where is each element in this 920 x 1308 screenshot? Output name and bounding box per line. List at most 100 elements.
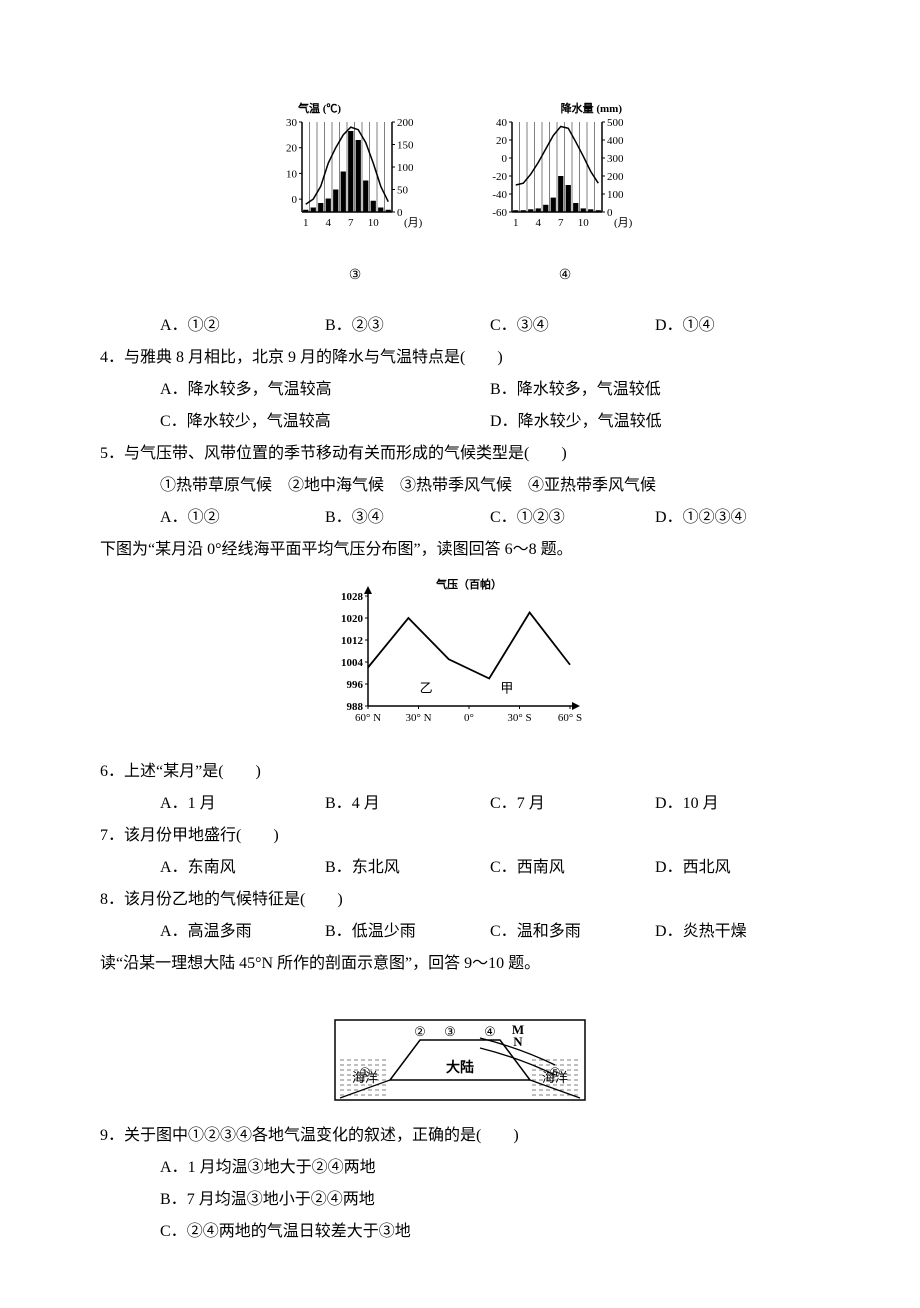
svg-text:N: N — [513, 1034, 523, 1049]
svg-text:海洋: 海洋 — [542, 1070, 568, 1085]
q6-text: 6．上述“某月”是( ) — [100, 756, 820, 788]
svg-text:1028: 1028 — [341, 591, 364, 603]
svg-text:996: 996 — [347, 679, 364, 691]
pre-q-options: A．①② B．②③ C．③④ D．①④ — [100, 310, 820, 342]
q4-text: 4．与雅典 8 月相比，北京 9 月的降水与气温特点是( ) — [100, 342, 820, 374]
svg-text:1: 1 — [303, 217, 309, 229]
svg-text:20: 20 — [286, 143, 298, 155]
svg-text:4: 4 — [326, 217, 332, 229]
svg-text:④: ④ — [484, 1024, 496, 1039]
q7-options: A．东南风 B．东北风 C．西南风 D．西北风 — [100, 852, 820, 884]
q6-A: A．1 月 — [160, 788, 325, 820]
svg-text:0: 0 — [502, 153, 508, 165]
q4-B: B．降水较多，气温较低 — [490, 374, 820, 406]
chart-3: 气温 (℃)010203005010015020014710(月) ③ — [270, 100, 440, 290]
q7-A: A．东南风 — [160, 852, 325, 884]
svg-text:(月): (月) — [404, 217, 423, 229]
q8-options: A．高温多雨 B．低温少雨 C．温和多雨 D．炎热干燥 — [100, 916, 820, 948]
q6-B: B．4 月 — [325, 788, 490, 820]
q7-C: C．西南风 — [490, 852, 655, 884]
svg-text:-20: -20 — [492, 171, 507, 183]
svg-text:乙: 乙 — [420, 680, 433, 695]
svg-text:1: 1 — [513, 217, 519, 229]
svg-text:-40: -40 — [492, 189, 507, 201]
q9-A: A．1 月均温③地大于②④两地 — [100, 1152, 820, 1184]
svg-text:海洋: 海洋 — [352, 1070, 378, 1085]
svg-text:降水量 (mm): 降水量 (mm) — [561, 101, 623, 115]
section-diagram-wrap: MN①②③④⑤海洋海洋大陆 — [100, 990, 820, 1110]
svg-text:0: 0 — [607, 207, 613, 219]
svg-text:10: 10 — [286, 168, 298, 180]
section-intro-2: 读“沿某一理想大陆 45°N 所作的剖面示意图”，回答 9～10 题。 — [100, 948, 820, 980]
opt-A: A．①② — [160, 310, 325, 342]
svg-text:500: 500 — [607, 117, 624, 129]
svg-text:10: 10 — [578, 217, 590, 229]
svg-text:400: 400 — [607, 135, 624, 147]
q7-B: B．东北风 — [325, 852, 490, 884]
svg-text:(月): (月) — [614, 217, 633, 229]
q4-C: C．降水较少，气温较高 — [160, 406, 490, 438]
svg-text:气温 (℃): 气温 (℃) — [297, 101, 341, 115]
svg-text:7: 7 — [558, 217, 564, 229]
q8-B: B．低温少雨 — [325, 916, 490, 948]
svg-text:200: 200 — [607, 171, 624, 183]
svg-text:200: 200 — [397, 117, 414, 129]
svg-text:大陆: 大陆 — [446, 1059, 474, 1076]
svg-text:0: 0 — [292, 194, 298, 206]
svg-text:40: 40 — [496, 117, 508, 129]
exam-page: 气温 (℃)010203005010015020014710(月) ③ 降水量 … — [0, 0, 920, 1308]
svg-text:60° S: 60° S — [558, 712, 582, 724]
svg-text:50: 50 — [397, 185, 409, 197]
q5-C: C．①②③ — [490, 502, 655, 534]
q5-B: B．③④ — [325, 502, 490, 534]
section-diagram-svg: MN①②③④⑤海洋海洋大陆 — [320, 990, 600, 1110]
svg-text:-60: -60 — [492, 207, 507, 219]
q6-C: C．7 月 — [490, 788, 655, 820]
svg-text:300: 300 — [607, 153, 624, 165]
svg-text:30: 30 — [286, 117, 298, 129]
svg-text:③: ③ — [444, 1024, 456, 1039]
svg-text:10: 10 — [368, 217, 380, 229]
q5-D: D．①②③④ — [655, 502, 820, 534]
q8-A: A．高温多雨 — [160, 916, 325, 948]
pressure-intro: 下图为“某月沿 0°经线海平面平均气压分布图”，读图回答 6～8 题。 — [100, 534, 820, 566]
svg-text:0: 0 — [397, 207, 403, 219]
chart-3-svg: 气温 (℃)010203005010015020014710(月) — [270, 100, 440, 260]
svg-text:1020: 1020 — [341, 613, 364, 625]
svg-text:30° N: 30° N — [405, 712, 431, 724]
svg-text:100: 100 — [607, 189, 624, 201]
q6-D: D．10 月 — [655, 788, 820, 820]
q8-text: 8．该月份乙地的气候特征是( ) — [100, 884, 820, 916]
chart-4-svg: 降水量 (mm)-60-40-2002040010020030040050014… — [480, 100, 650, 260]
q5-A: A．①② — [160, 502, 325, 534]
svg-text:7: 7 — [348, 217, 354, 229]
opt-C: C．③④ — [490, 310, 655, 342]
svg-text:30° S: 30° S — [507, 712, 531, 724]
q9-text: 9．关于图中①②③④各地气温变化的叙述，正确的是( ) — [100, 1120, 820, 1152]
svg-text:0°: 0° — [464, 712, 474, 724]
q9-C: C．②④两地的气温日较差大于③地 — [100, 1216, 820, 1248]
q8-D: D．炎热干燥 — [655, 916, 820, 948]
svg-text:60° N: 60° N — [355, 712, 381, 724]
svg-text:甲: 甲 — [500, 680, 513, 695]
chart-4-label: ④ — [559, 262, 572, 290]
q5-text: 5．与气压带、风带位置的季节移动有关而形成的气候类型是( ) — [100, 438, 820, 470]
q6-options: A．1 月 B．4 月 C．7 月 D．10 月 — [100, 788, 820, 820]
q4-D: D．降水较少，气温较低 — [490, 406, 820, 438]
q8-C: C．温和多雨 — [490, 916, 655, 948]
chart-3-label: ③ — [349, 262, 362, 290]
q5-options: A．①② B．③④ C．①②③ D．①②③④ — [100, 502, 820, 534]
svg-text:1012: 1012 — [341, 635, 364, 647]
q5-sub: ①热带草原气候 ②地中海气候 ③热带季风气候 ④亚热带季风气候 — [100, 470, 820, 502]
opt-D: D．①④ — [655, 310, 820, 342]
opt-B: B．②③ — [325, 310, 490, 342]
pressure-chart-wrap: 气压（百帕）988996100410121020102860° N30° N0°… — [100, 576, 820, 746]
svg-text:4: 4 — [536, 217, 542, 229]
svg-text:100: 100 — [397, 162, 414, 174]
pressure-chart-svg: 气压（百帕）988996100410121020102860° N30° N0°… — [320, 576, 600, 746]
q7-text: 7．该月份甲地盛行( ) — [100, 820, 820, 852]
q7-D: D．西北风 — [655, 852, 820, 884]
svg-text:1004: 1004 — [341, 657, 364, 669]
q4-A: A．降水较多，气温较高 — [160, 374, 490, 406]
svg-text:②: ② — [414, 1024, 426, 1039]
